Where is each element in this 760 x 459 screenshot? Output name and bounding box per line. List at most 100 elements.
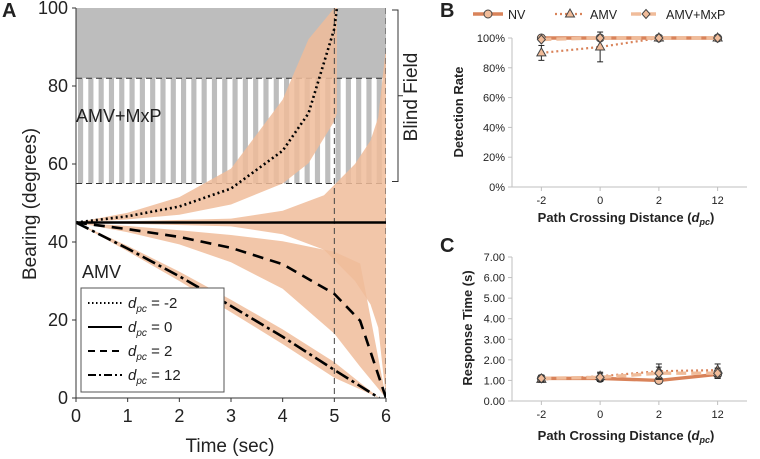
x-tick-label: 0 bbox=[597, 195, 603, 207]
x-tick-label: -2 bbox=[536, 409, 546, 421]
x-tick-label: 2 bbox=[174, 406, 184, 426]
blind-field-bracket bbox=[392, 9, 403, 182]
blind-field-region bbox=[76, 8, 403, 184]
legend-var: d bbox=[128, 343, 137, 360]
y-tick-label: 6.00 bbox=[484, 273, 505, 285]
y-tick-label: 20 bbox=[48, 310, 68, 330]
y-tick-label: 3.00 bbox=[484, 334, 505, 346]
hatch-bar bbox=[201, 78, 207, 184]
y-tick-label: 0 bbox=[58, 388, 68, 408]
hatch-bar bbox=[108, 78, 115, 184]
panel-c-letter: C bbox=[440, 235, 454, 257]
hatch-bar bbox=[181, 78, 187, 184]
x-tick-label: 3 bbox=[226, 406, 236, 426]
marker-triangle bbox=[536, 46, 547, 57]
hatch-bar bbox=[232, 78, 238, 184]
series-line-nv bbox=[541, 372, 718, 383]
panel-c-series bbox=[536, 363, 723, 385]
amv-label: AMV bbox=[82, 262, 121, 282]
hatch-bar bbox=[170, 78, 176, 184]
y-tick-label: 1.00 bbox=[484, 375, 505, 387]
hatch-bar bbox=[98, 78, 104, 184]
legend-marker-triangle bbox=[564, 7, 576, 18]
legend-sub: pc bbox=[135, 352, 147, 363]
hatch-bar bbox=[345, 78, 351, 184]
trajectory-dashed bbox=[76, 221, 386, 398]
trajectory-dashdot bbox=[76, 221, 380, 398]
x-tick-label: 12 bbox=[712, 195, 724, 207]
x-tick-label: 6 bbox=[381, 406, 391, 426]
hatch-bar bbox=[119, 78, 125, 184]
x-tick-label: 2 bbox=[656, 409, 662, 421]
legend-var: d bbox=[128, 367, 137, 384]
x-tick-label: 0 bbox=[597, 409, 603, 421]
y-tick-label: 80% bbox=[483, 63, 505, 75]
panel-b-legend: NV AMV AMV+MxP bbox=[473, 7, 725, 22]
panel-a-x-title: Time (sec) bbox=[185, 436, 274, 457]
legend-sub: pc bbox=[135, 376, 147, 387]
hatch-bar bbox=[211, 78, 218, 184]
y-tick-label: 0.00 bbox=[484, 396, 505, 408]
y-tick-label: 40 bbox=[48, 232, 68, 252]
panel-c: C 0.00 1.00 2.00 3.00 4.00 5.00 6.00 7.00 -2 0 2 12… bbox=[440, 235, 747, 445]
trajectory-lines bbox=[76, 8, 386, 398]
legend-label: AMV bbox=[590, 8, 618, 22]
legend-label: dpc = 12 bbox=[128, 367, 181, 387]
x-tick-label: 1 bbox=[123, 406, 133, 426]
hatch-bar bbox=[242, 78, 248, 184]
legend-sub: pc bbox=[135, 328, 147, 339]
y-tick-label: 80 bbox=[48, 76, 68, 96]
hatch-bar bbox=[160, 78, 166, 184]
hatch-bar bbox=[335, 78, 341, 184]
panel-c-y-title: Response Time (s) bbox=[460, 270, 475, 385]
legend-marker-circle bbox=[483, 9, 493, 19]
hatch-bar bbox=[366, 78, 372, 184]
panel-b-axes: 0% 20% 40% 60% 80% 100% -2 0 2 12 bbox=[477, 33, 747, 207]
legend-var: d bbox=[128, 295, 137, 312]
y-tick-label: 60 bbox=[48, 154, 68, 174]
blind-field-label: Blind Field bbox=[401, 53, 422, 142]
marker-diamond bbox=[536, 34, 547, 45]
legend-label: AMV+MxP bbox=[666, 8, 725, 22]
hatch-bar bbox=[139, 78, 145, 184]
x-tick-label: 12 bbox=[712, 409, 724, 421]
x-tick-label: -2 bbox=[536, 195, 546, 207]
hatch-bar bbox=[88, 78, 94, 184]
marker-diamond bbox=[654, 32, 664, 44]
band-3 bbox=[76, 222, 380, 398]
legend-marker-diamond bbox=[641, 8, 651, 20]
legend-value: = 12 bbox=[147, 367, 181, 384]
panel-a-y-title: Bearing (degrees) bbox=[20, 128, 41, 280]
marker-triangle bbox=[594, 40, 606, 51]
legend-label: dpc = 0 bbox=[128, 319, 172, 339]
series-line-amv bbox=[541, 36, 718, 54]
marker-diamond bbox=[712, 367, 723, 379]
y-tick-label: 4.00 bbox=[484, 314, 505, 326]
hatch-bar bbox=[129, 78, 135, 184]
panel-c-axes: 0.00 1.00 2.00 3.00 4.00 5.00 6.00 7.00 -2 0 2 12 bbox=[484, 252, 747, 421]
band-2 bbox=[76, 222, 386, 398]
y-tick-label: 100 bbox=[38, 0, 68, 18]
legend-value: = 0 bbox=[147, 319, 172, 336]
panel-b-letter: B bbox=[440, 0, 454, 22]
legend-value: = -2 bbox=[147, 295, 177, 312]
panel-b-series bbox=[536, 31, 723, 63]
hatch-bar bbox=[78, 78, 84, 184]
legend-label: NV bbox=[508, 8, 526, 22]
trajectory-dotted bbox=[76, 8, 339, 224]
marker-diamond bbox=[595, 372, 605, 383]
y-tick-label: 20% bbox=[483, 152, 505, 164]
x-tick-label: 5 bbox=[329, 406, 339, 426]
y-tick-label: 0% bbox=[489, 182, 505, 194]
amv-mxp-label: AMV+MxP bbox=[76, 106, 162, 126]
x-tick-label: 4 bbox=[278, 406, 288, 426]
marker-diamond bbox=[712, 32, 723, 44]
legend-label: dpc = -2 bbox=[128, 295, 177, 315]
panel-a-letter: A bbox=[2, 0, 16, 22]
panel-b: B NV AMV AMV+MxP 0%20%40%60%80%100%-2 0 2 12 … bbox=[440, 0, 747, 227]
marker-diamond bbox=[536, 373, 547, 384]
marker-diamond bbox=[654, 367, 664, 379]
